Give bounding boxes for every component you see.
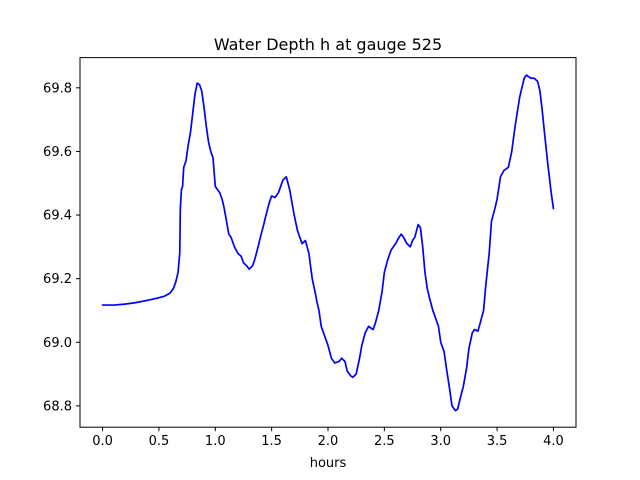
x-tick-label: 1.5 [261,434,282,449]
y-tick-label: 69.6 [43,145,72,160]
plot-frame [79,57,577,428]
y-tick-label: 69.4 [43,209,72,224]
y-tick-label: 68.8 [43,399,72,414]
x-tick-label: 0.0 [92,434,113,449]
x-tick-label: 3.0 [430,434,451,449]
y-tick-label: 69.0 [43,336,72,351]
x-tick-label: 2.0 [318,434,339,449]
y-tick-label: 69.8 [43,81,72,96]
chart-title: Water Depth h at gauge 525 [214,35,442,54]
series-layer [101,74,555,412]
x-tick-label: 0.5 [149,434,170,449]
y-tick-label: 69.2 [43,272,72,287]
axis-ticks: 0.0 0.5 1.0 1.5 2.0 2.5 3.0 3.5 4.0 68.8 69.0 69.2 6… [43,81,564,449]
series-line-0 [101,74,555,412]
x-tick-label: 2.5 [374,434,395,449]
x-axis-label: hours [310,456,347,471]
x-tick-label: 1.0 [205,434,226,449]
x-tick-label: 4.0 [543,434,564,449]
x-tick-label: 3.5 [487,434,508,449]
